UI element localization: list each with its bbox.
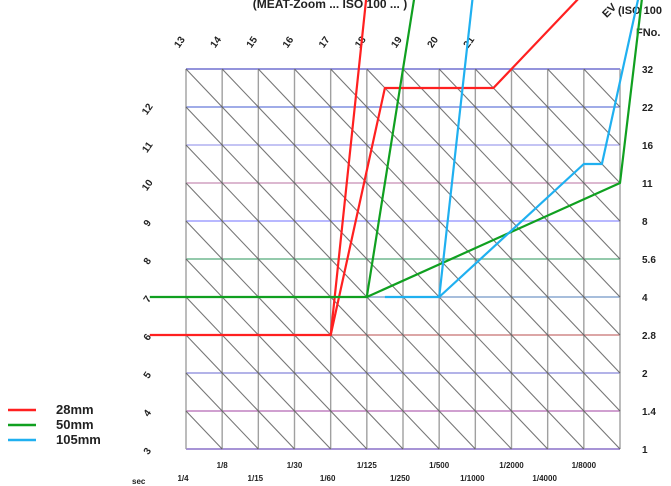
fnumber-tick: 22 <box>642 103 654 114</box>
ev-diagonal <box>402 68 621 298</box>
ev-diagonal <box>185 258 368 450</box>
ev-diagonal <box>185 296 332 450</box>
ev-diagonal <box>185 68 549 450</box>
fnumber-tick: 4 <box>642 293 648 304</box>
chart-title: (MEAT-Zoom ... ISO 100 ... ) <box>253 0 407 11</box>
fnumber-tick: 1 <box>642 445 648 456</box>
ev-diagonal-label: 14 <box>209 34 225 50</box>
series-line-50mm <box>366 0 643 299</box>
fnumber-tick: 11 <box>642 179 653 190</box>
shutter-ticks: 1/8 1/30 1/125 1/500 1/2000 1/8000 1/4 1/15 1/60… <box>177 461 596 483</box>
ev-diagonal-label: 19 <box>389 34 405 50</box>
fnumber-tick: 1.4 <box>642 407 656 418</box>
shutter-tick-lower: 1/60 <box>320 474 336 483</box>
ev-diagonal-label: 12 <box>140 101 156 117</box>
shutter-tick-upper: 1/8 <box>217 461 229 470</box>
fnumber-ticks: 1 1.4 2 2.8 4 5.6 8 11 16 22 32 <box>642 65 656 456</box>
fnumber-tick: 32 <box>642 65 654 76</box>
ev-diagonal-label: 8 <box>142 256 154 267</box>
fnumber-tick: 2 <box>642 369 648 380</box>
ev-diagonal-label: 21 <box>462 34 478 50</box>
ev-diagonal-label: 15 <box>245 34 261 50</box>
fnumber-tick: 2.8 <box>642 331 656 342</box>
series-line-28mm <box>329 0 579 336</box>
fnumber-tick: 8 <box>642 217 648 228</box>
ev-diagonal <box>185 182 440 450</box>
legend-label: 105mm <box>56 432 101 447</box>
ev-diagonal-label: 16 <box>281 34 297 50</box>
ev-diagonal <box>366 68 621 336</box>
ev-symbol: EV <box>600 1 619 20</box>
ev-diagonal <box>474 68 621 222</box>
shutter-tick-upper: 1/2000 <box>499 461 524 470</box>
ev-diagonal-label: 4 <box>142 408 154 419</box>
series-line-105mm <box>384 0 474 299</box>
series-line-50mm <box>149 0 416 299</box>
shutter-tick-upper: 1/500 <box>429 461 450 470</box>
ev-diagonal-label: 5 <box>142 370 154 381</box>
shutter-tick-lower: 1/250 <box>390 474 411 483</box>
ev-diagonal <box>438 68 621 260</box>
legend-label: 50mm <box>56 417 94 432</box>
shutter-tick-lower: 1/4000 <box>532 474 557 483</box>
ev-diagonal-label: 6 <box>142 332 154 343</box>
ev-diagonal-label: 17 <box>317 34 333 50</box>
series-lines <box>149 0 643 337</box>
ev-diagonal <box>185 106 512 450</box>
ev-diagonal <box>511 68 621 184</box>
ev-diagonal-label: 11 <box>140 140 155 155</box>
ev-diagonal <box>185 410 223 450</box>
shutter-tick-lower: 1/4 <box>177 474 189 483</box>
ev-diagonal-label: 10 <box>140 177 156 193</box>
ev-diagonal <box>257 68 621 450</box>
sec-label: sec <box>132 477 146 486</box>
ev-diagonal <box>185 334 295 450</box>
series-line-28mm <box>149 0 368 337</box>
shutter-tick-upper: 1/8000 <box>572 461 597 470</box>
ev-diagonal <box>185 372 259 450</box>
ev-diagonal <box>221 68 585 450</box>
fnumber-tick: 16 <box>642 141 654 152</box>
ev-diagonal <box>294 68 621 412</box>
shutter-tick-upper: 1/30 <box>287 461 303 470</box>
ev-diagonal-label: 7 <box>142 294 154 305</box>
legend-label: 28mm <box>56 402 94 417</box>
ev-diagonal-label: 9 <box>142 218 154 229</box>
ev-diagonal-label: 3 <box>142 446 154 457</box>
fnumber-tick: 5.6 <box>642 255 656 266</box>
series-line-105mm <box>438 0 640 298</box>
ev-diagonal-label: 20 <box>426 34 442 50</box>
shutter-tick-lower: 1/15 <box>248 474 264 483</box>
ev-diagonal <box>583 68 621 108</box>
shutter-tick-lower: 1/1000 <box>460 474 485 483</box>
shutter-tick-upper: 1/125 <box>357 461 378 470</box>
fnumber-header: FNo. <box>636 27 660 39</box>
ev-diagonal-label: 13 <box>172 34 188 50</box>
